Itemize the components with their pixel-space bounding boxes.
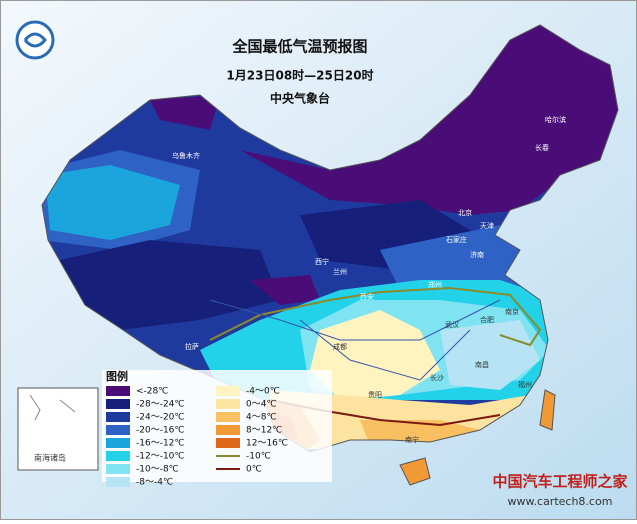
legend-label: -10℃ bbox=[246, 452, 271, 462]
rivers bbox=[209, 299, 501, 381]
legend-label: -8～-4℃ bbox=[136, 478, 173, 488]
city: 长春 bbox=[535, 143, 549, 152]
legend-swatch bbox=[216, 438, 240, 448]
legend-swatch bbox=[106, 464, 130, 474]
hainan bbox=[399, 457, 431, 486]
city: 成都 bbox=[333, 342, 347, 351]
city: 郑州 bbox=[428, 281, 442, 289]
city: 南宁 bbox=[405, 435, 419, 444]
legend-swatch bbox=[106, 399, 130, 409]
city: 乌鲁木齐 bbox=[172, 151, 200, 160]
city: 天津 bbox=[480, 222, 494, 230]
legend-swatch bbox=[106, 477, 130, 487]
legend: <-28℃ -28～-24℃ -24～-20℃ -20～-16℃ -16～-12℃ -12… bbox=[106, 386, 288, 488]
legend-swatch bbox=[106, 438, 130, 448]
city: 合肥 bbox=[480, 315, 494, 324]
city: 哈尔滨 bbox=[545, 115, 566, 124]
legend-label: -10～-8℃ bbox=[136, 465, 179, 475]
watermark-url: www.cartech8.com bbox=[508, 495, 613, 508]
legend-swatch bbox=[216, 412, 240, 422]
city: 福州 bbox=[518, 380, 532, 389]
issuer: 中央气象台 bbox=[270, 91, 330, 106]
city: 兰州 bbox=[333, 267, 347, 276]
inset-label: 南海诸岛 bbox=[34, 453, 66, 463]
city-labels: 乌鲁木齐 哈尔滨 长春 北京 天津 石家庄 济南 郑州 西安 西宁 兰州 拉萨 … bbox=[172, 115, 566, 444]
taiwan bbox=[539, 389, 556, 431]
city: 南京 bbox=[505, 307, 519, 316]
legend-label: -24～-20℃ bbox=[136, 413, 185, 423]
city: 武汉 bbox=[445, 320, 459, 329]
legend-swatch bbox=[216, 386, 240, 396]
legend-label: -4～0℃ bbox=[246, 387, 280, 397]
inset-box bbox=[17, 387, 99, 471]
logo-mark bbox=[23, 32, 47, 48]
legend-swatch bbox=[106, 425, 130, 435]
legend-title: 图例 bbox=[106, 369, 128, 383]
legend-label: 4～8℃ bbox=[246, 413, 277, 423]
isotherm-minus10 bbox=[209, 286, 542, 347]
inset-coast bbox=[29, 394, 76, 421]
legend-label: 12～16℃ bbox=[246, 439, 288, 449]
city: 济南 bbox=[470, 250, 484, 259]
legend-label: 0～4℃ bbox=[246, 400, 277, 410]
logo bbox=[15, 20, 55, 60]
legend-swatch bbox=[216, 399, 240, 409]
legend-swatch bbox=[106, 386, 130, 396]
city: 长沙 bbox=[430, 373, 444, 382]
title: 全国最低气温预报图 bbox=[231, 38, 367, 56]
legend-label: -16～-12℃ bbox=[136, 439, 185, 449]
legend-label: -28～-24℃ bbox=[136, 400, 185, 410]
city: 石家庄 bbox=[446, 235, 467, 244]
legend-label: 8～12℃ bbox=[246, 426, 282, 436]
legend-swatch bbox=[106, 451, 130, 461]
legend-label: -12～-10℃ bbox=[136, 452, 185, 462]
legend-label: -20～-16℃ bbox=[136, 426, 185, 436]
watermark-site: 中国汽车工程师之家 bbox=[492, 473, 627, 491]
city: 西宁 bbox=[315, 257, 329, 266]
city: 拉萨 bbox=[185, 342, 199, 351]
city: 西安 bbox=[360, 292, 374, 301]
legend-label: 0℃ bbox=[246, 465, 262, 475]
city: 南昌 bbox=[475, 360, 489, 369]
legend-swatch bbox=[216, 425, 240, 435]
period: 1月23日08时—25日20时 bbox=[226, 68, 373, 83]
city: 贵阳 bbox=[368, 390, 382, 399]
legend-label: <-28℃ bbox=[136, 387, 168, 397]
legend-swatch bbox=[106, 412, 130, 422]
city: 北京 bbox=[458, 208, 472, 217]
